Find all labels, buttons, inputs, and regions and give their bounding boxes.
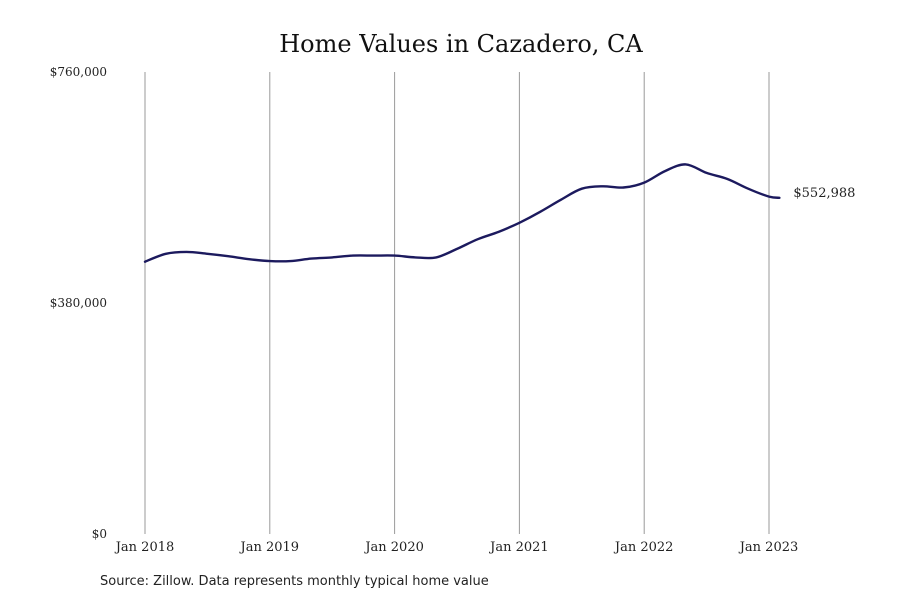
y-axis: $0 $380,000 $760,000: [50, 65, 107, 541]
x-tick-label: Jan 2021: [488, 540, 549, 555]
grid-lines: [144, 72, 770, 534]
series-line: [143, 163, 781, 263]
x-tick-label: Jan 2019: [239, 540, 300, 555]
x-tick-label: Jan 2023: [738, 540, 799, 555]
y-tick-label: $760,000: [50, 65, 107, 79]
x-tick-label: Jan 2018: [114, 540, 175, 555]
x-tick-label: Jan 2022: [613, 540, 674, 555]
y-tick-label: $380,000: [50, 296, 107, 310]
x-tick-label: Jan 2020: [363, 540, 424, 555]
end-value-label: $552,988: [793, 186, 855, 201]
x-axis: Jan 2018 Jan 2019 Jan 2020 Jan 2021 Jan 2022…: [114, 540, 799, 555]
source-note: Source: Zillow. Data represents monthly …: [100, 574, 489, 589]
y-tick-label: $0: [92, 527, 107, 541]
chart-title: Home Values in Cazadero, CA: [279, 30, 643, 58]
